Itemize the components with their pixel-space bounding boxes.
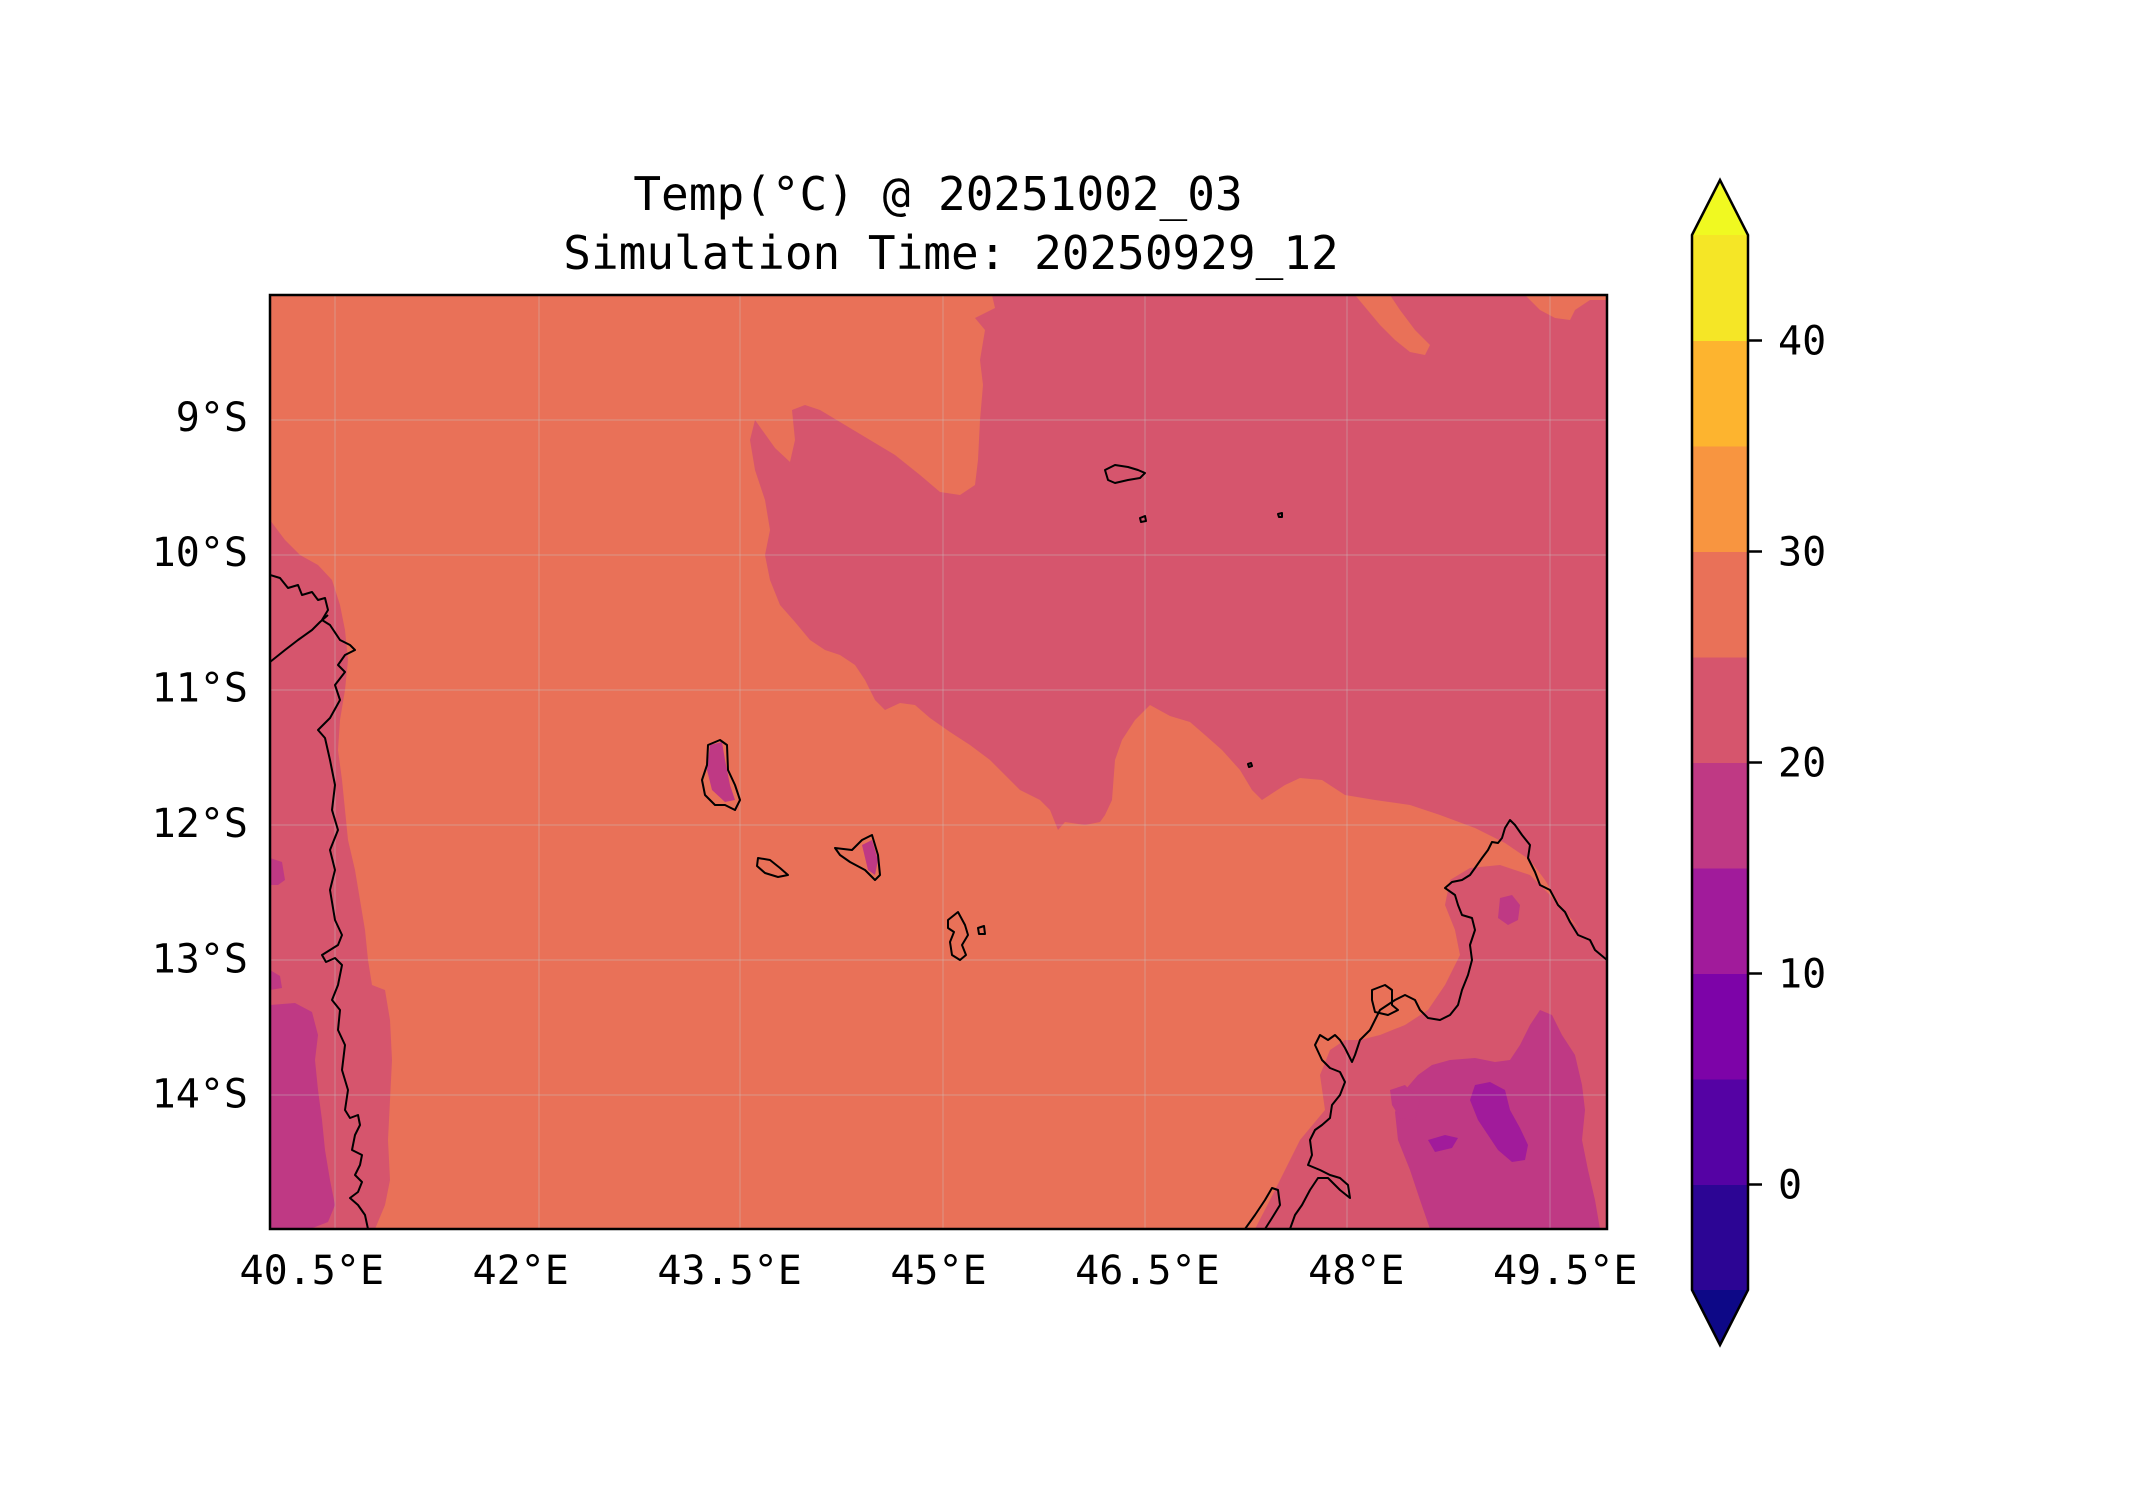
lat-tick-label: 12°S (152, 801, 248, 847)
temp-field-20-25-northeast (750, 295, 1607, 960)
lon-tick-label: 43.5°E (657, 1248, 802, 1294)
colorbar-segment (1692, 551, 1748, 658)
temp-field-15-20-madagascar-west (1390, 1085, 1420, 1120)
temp-field-15-20-africa-strip (270, 970, 282, 990)
gridlines (270, 295, 1607, 1229)
colorbar-segment (1692, 235, 1748, 341)
colorbar-segment (1692, 340, 1748, 447)
mayotte-coast (947, 911, 969, 961)
madagascar-west-coast (1244, 1187, 1281, 1229)
colorbar-segment (1692, 973, 1748, 1080)
madagascar-coastline (1289, 819, 1607, 1229)
title-line-2: Simulation Time: 20250929_12 (563, 226, 1338, 280)
lon-tick-label: 49.5°E (1493, 1248, 1638, 1294)
colorbar-segment (1692, 868, 1748, 974)
colorbar-outline (1690, 177, 1750, 1348)
lon-tick-label: 48°E (1308, 1248, 1404, 1294)
colorbar-segment (1692, 762, 1748, 869)
lon-tick-label: 42°E (473, 1248, 569, 1294)
temp-field-15-20-madagascar-small (1498, 895, 1520, 925)
temp-field-15-20-anjouan (862, 840, 878, 875)
lat-tick-label: 9°S (176, 395, 248, 441)
lat-tick-label: 13°S (152, 936, 248, 982)
temp-field-10-15-madagascar (1470, 1082, 1528, 1162)
colorbar-tick-label: 20 (1778, 741, 1826, 787)
africa-coastline (270, 574, 369, 1229)
moheli-coast (756, 857, 789, 878)
colorbar-tick-label: 40 (1778, 319, 1826, 365)
colorbar-segment (1692, 1184, 1748, 1291)
lon-tick-label: 46.5°E (1075, 1248, 1220, 1294)
temp-field-15-20-grande-comore (707, 742, 735, 802)
colorbar-segment (1692, 1079, 1748, 1185)
assumption-islet (1139, 515, 1147, 523)
temp-field-25-30-ne-patch (1355, 295, 1430, 355)
anjouan-coast (834, 834, 881, 881)
lon-tick-label: 40.5°E (240, 1248, 385, 1294)
latitude-tick-labels: 9°S 10°S 11°S 12°S 13°S 14°S (152, 395, 248, 1118)
lat-tick-label: 10°S (152, 530, 248, 576)
lon-tick-label: 45°E (890, 1248, 986, 1294)
colorbar-segment (1692, 446, 1748, 552)
map-panel (268, 293, 1609, 1231)
longitude-tick-labels: 40.5°E 42°E 43.5°E 45°E 46.5°E 48°E 49.5°E (240, 1248, 1638, 1294)
title-line-1: Temp(°C) @ 20251002_03 (633, 167, 1242, 221)
colorbar-tick-label: 30 (1778, 530, 1826, 576)
glorioso-islet (1247, 762, 1253, 768)
temp-field-10-15-madagascar-small (1428, 1135, 1458, 1152)
africa-coast-north (270, 614, 329, 663)
colorbar-tick-label: 10 (1778, 952, 1826, 998)
colorbar-over-arrow (1692, 180, 1748, 235)
colorbar-tick-label: 0 (1778, 1163, 1802, 1209)
map-frame (268, 293, 1609, 1231)
lat-tick-label: 11°S (152, 666, 248, 712)
nosy-be-coast (1371, 984, 1399, 1016)
colorbar: 0 10 20 30 40 (1690, 177, 1826, 1348)
coastlines (270, 464, 1607, 1229)
mayotte-islet (977, 925, 986, 935)
temp-field-25-30-ne-edge (1525, 295, 1607, 320)
astove-islet (1277, 512, 1283, 518)
colorbar-segment (1692, 657, 1748, 763)
grande-comore-coast (701, 739, 741, 811)
lat-tick-label: 14°S (152, 1072, 248, 1118)
colorbar-under-arrow (1692, 1290, 1748, 1345)
temp-field-15-20-africa-mid (270, 858, 285, 885)
temp-field-15-20-africa-south (270, 1003, 335, 1229)
aldabra-coast (1104, 464, 1146, 484)
